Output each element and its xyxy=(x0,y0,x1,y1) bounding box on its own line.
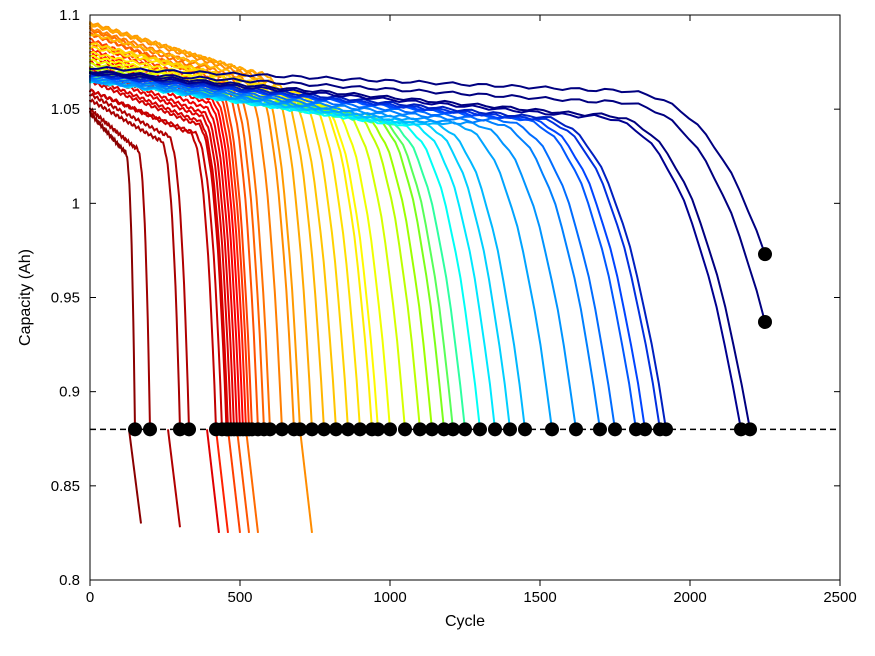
end-marker xyxy=(503,422,517,436)
x-axis-label: Cycle xyxy=(445,613,485,630)
x-tick-label: 1500 xyxy=(523,589,556,606)
series-tail xyxy=(129,429,141,523)
end-marker xyxy=(638,422,652,436)
y-tick-label: 1.05 xyxy=(51,101,80,118)
end-marker xyxy=(413,422,427,436)
series-tails xyxy=(129,429,312,533)
end-marker xyxy=(143,422,157,436)
x-tick-label: 500 xyxy=(227,589,252,606)
end-marker xyxy=(317,422,331,436)
series-line xyxy=(90,108,150,429)
end-marker xyxy=(305,422,319,436)
y-tick-label: 0.95 xyxy=(51,290,80,307)
y-axis-label: Capacity (Ah) xyxy=(17,249,34,346)
series-lines xyxy=(90,22,765,429)
x-tick-label: 1000 xyxy=(373,589,406,606)
end-marker xyxy=(758,247,772,261)
series-tail xyxy=(300,429,312,533)
capacity-vs-cycle-chart: 0 500 1000 1500 2000 2500 0.8 0.85 0.9 0.95 1 1.05 1… xyxy=(0,0,875,656)
end-marker xyxy=(569,422,583,436)
end-marker xyxy=(371,422,385,436)
end-marker xyxy=(743,422,757,436)
end-marker xyxy=(128,422,142,436)
end-marker xyxy=(293,422,307,436)
x-tick-label: 2500 xyxy=(823,589,856,606)
end-marker xyxy=(758,315,772,329)
end-marker xyxy=(275,422,289,436)
series-line xyxy=(90,61,237,429)
chart-svg: 0 500 1000 1500 2000 2500 0.8 0.85 0.9 0.95 1 1.05 1… xyxy=(0,0,875,656)
series-tail xyxy=(168,429,180,527)
y-tick-label: 0.85 xyxy=(51,478,80,495)
series-line xyxy=(90,77,615,429)
series-line xyxy=(90,75,636,429)
end-marker xyxy=(425,422,439,436)
series-line xyxy=(90,90,216,429)
end-marker xyxy=(341,422,355,436)
end-marker xyxy=(329,422,343,436)
end-marker xyxy=(182,422,196,436)
y-tick-label: 1 xyxy=(72,195,80,212)
end-marker xyxy=(383,422,397,436)
x-tick-label: 2000 xyxy=(673,589,706,606)
end-marker xyxy=(473,422,487,436)
end-marker xyxy=(398,422,412,436)
end-marker xyxy=(545,422,559,436)
y-tick-label: 0.8 xyxy=(59,572,80,589)
end-marker xyxy=(608,422,622,436)
series-line xyxy=(90,90,222,430)
end-marker xyxy=(263,422,277,436)
end-marker xyxy=(353,422,367,436)
y-tick-label: 0.9 xyxy=(59,384,80,401)
end-marker xyxy=(446,422,460,436)
series-line xyxy=(90,112,135,430)
end-marker xyxy=(518,422,532,436)
end-marker xyxy=(659,422,673,436)
x-tick-label: 0 xyxy=(86,589,94,606)
end-marker xyxy=(488,422,502,436)
end-marker xyxy=(458,422,472,436)
end-marker xyxy=(593,422,607,436)
y-tick-label: 1.1 xyxy=(59,7,80,24)
